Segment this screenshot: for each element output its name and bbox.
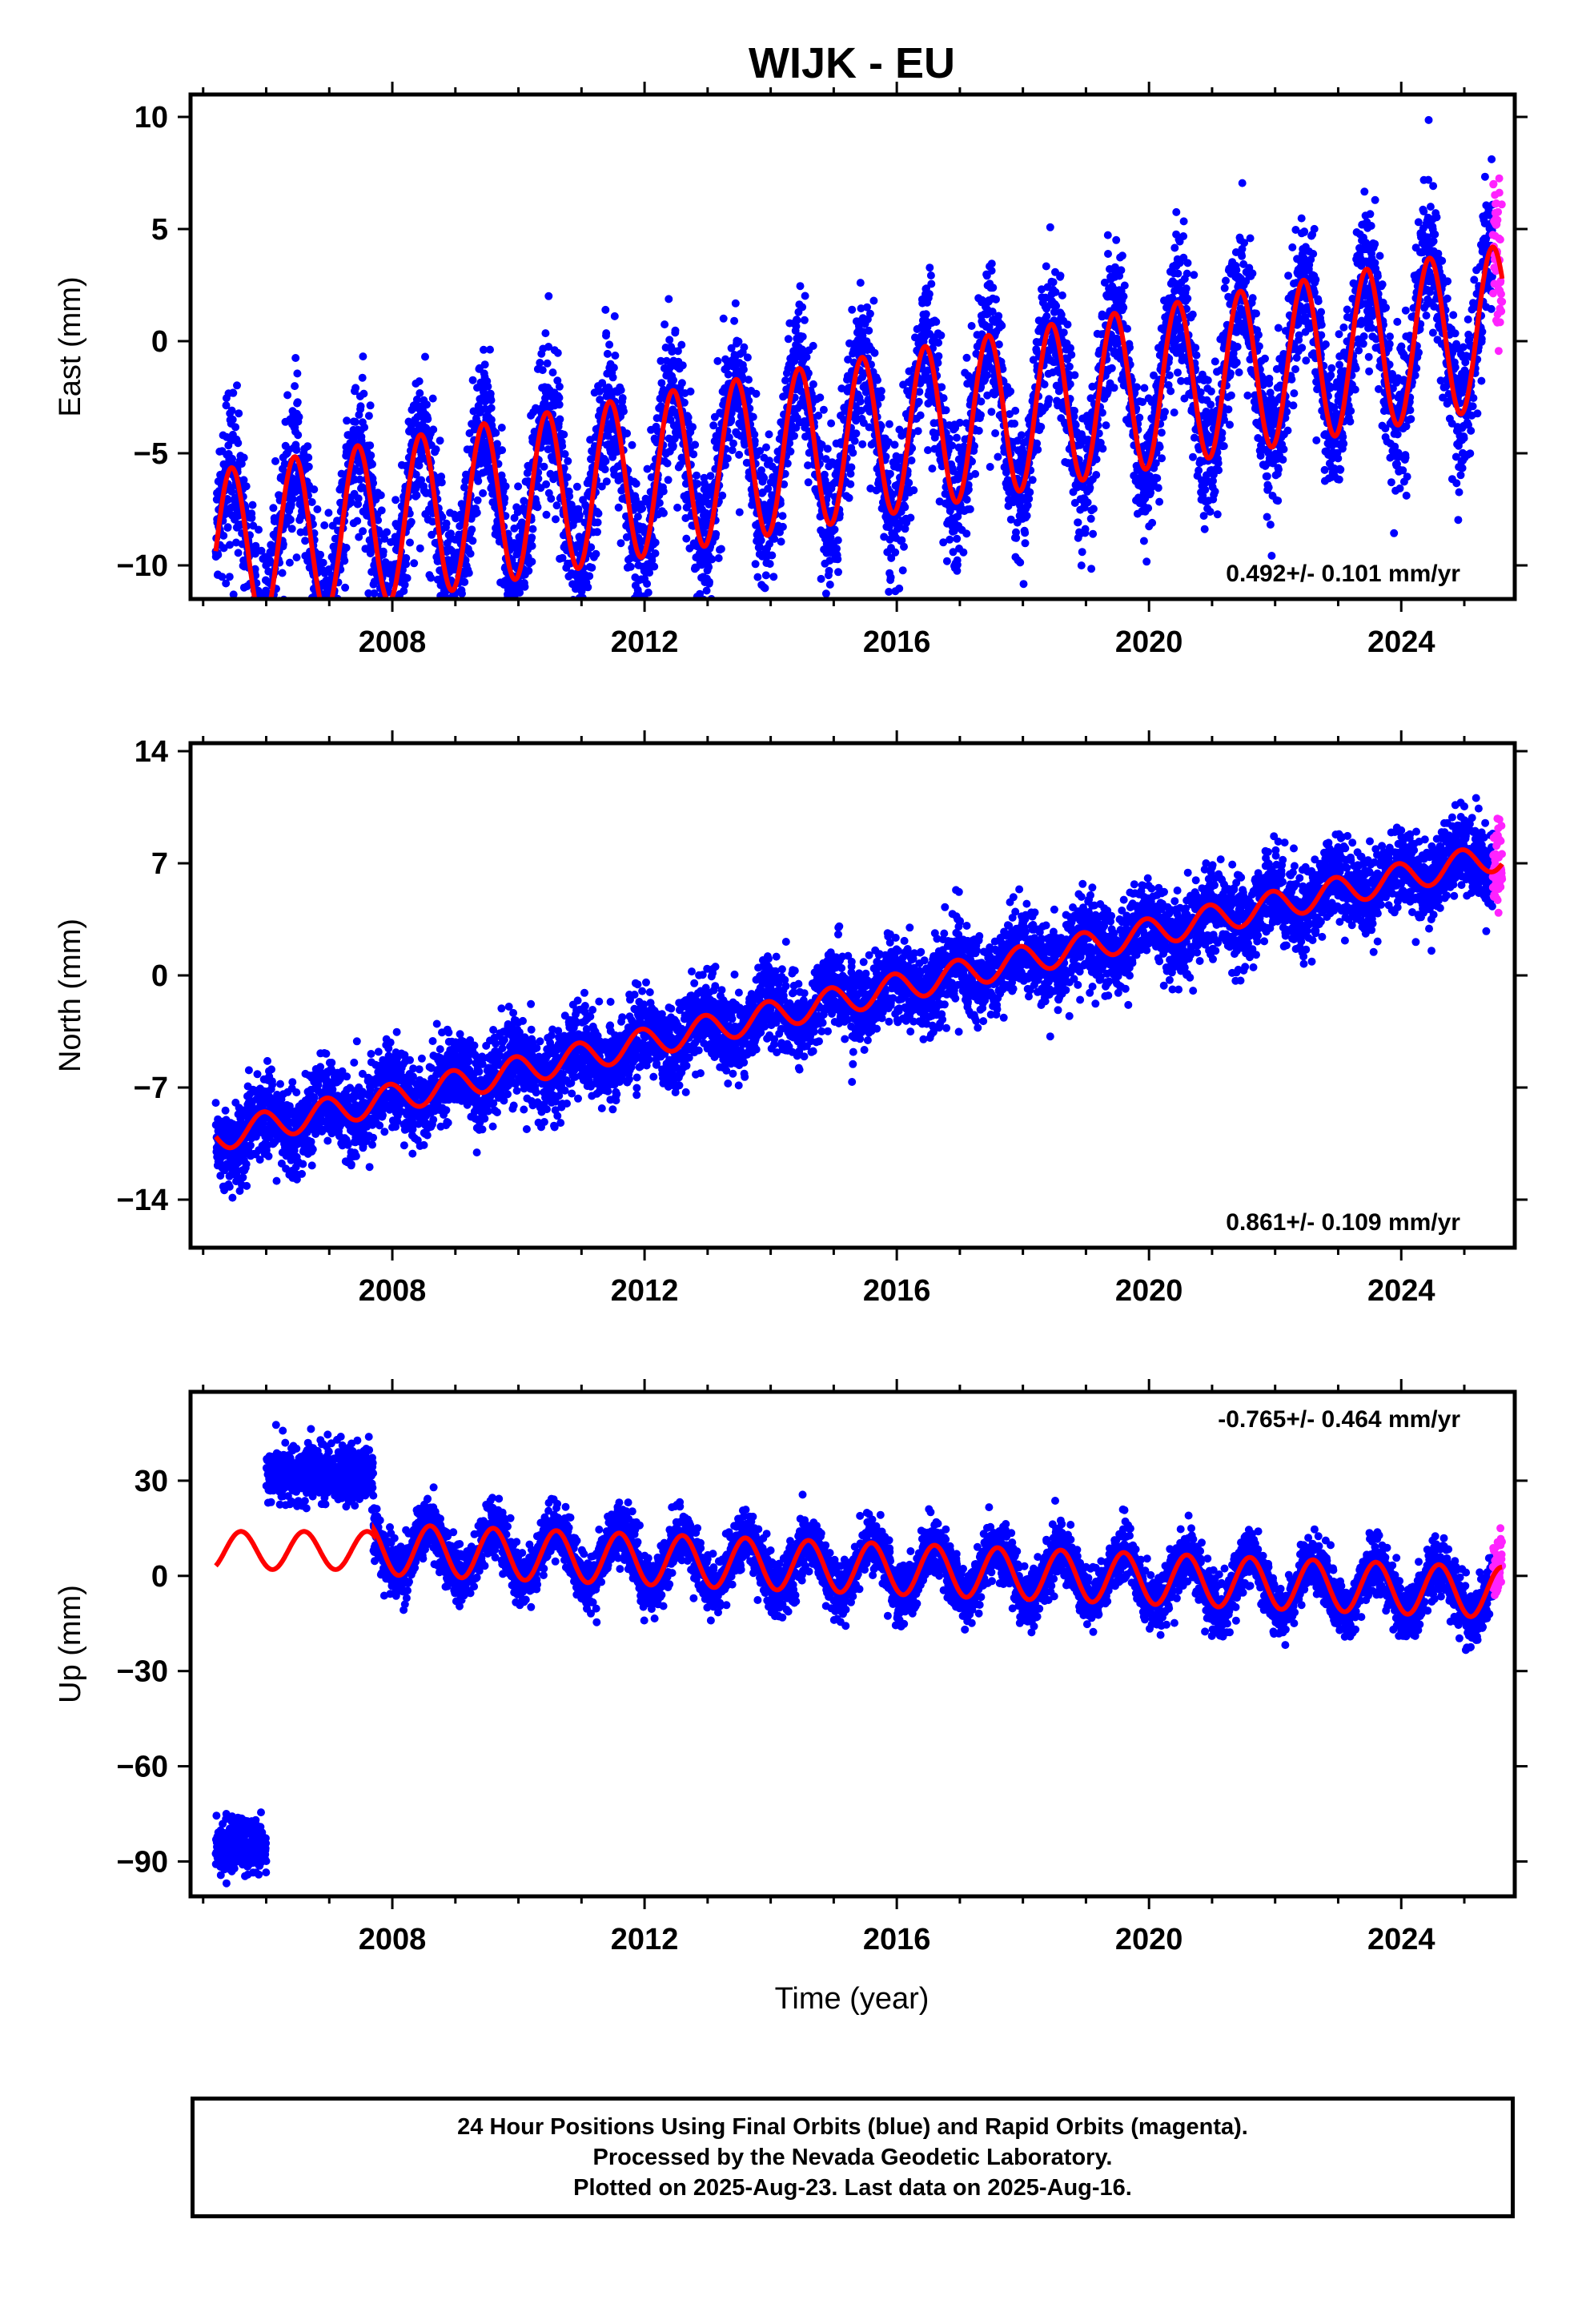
x-tick-label: 2024 [1367, 1923, 1435, 1956]
y-tick-label: 7 [151, 847, 168, 881]
x-tick-label: 2020 [1115, 625, 1183, 659]
chart-title: WIJK - EU [749, 39, 955, 87]
y-tick-label: 0 [151, 325, 168, 359]
x-tick-label: 2024 [1367, 625, 1435, 659]
y-tick-label: −7 [134, 1072, 168, 1105]
y-axis-label: North (mm) [54, 919, 87, 1072]
caption-line-3: Plotted on 2025-Aug-23. Last data on 202… [573, 2175, 1132, 2201]
final-orbit-points [211, 115, 1497, 599]
model-curve [214, 1522, 1503, 1619]
x-axis-label: Time (year) [775, 1982, 930, 2016]
final-orbit-points [211, 1421, 1497, 1888]
x-tick-label: 2008 [359, 625, 427, 659]
final-orbit-points [211, 794, 1497, 1202]
scatter-points [211, 115, 1507, 599]
scatter-points [211, 1421, 1507, 1888]
rapid-orbit-points [1488, 1524, 1507, 1599]
y-tick-label: 5 [151, 213, 168, 247]
caption-line-2: Processed by the Nevada Geodetic Laborat… [592, 2145, 1113, 2170]
plot-frame [188, 92, 1517, 601]
y-tick-label: −60 [117, 1751, 168, 1784]
x-tick-label: 2020 [1115, 1274, 1183, 1308]
rapid-orbit-points [1488, 174, 1507, 356]
y-tick-label: −10 [117, 549, 168, 583]
panel-north: 2008 2012 2016 2020 2024 14 7 0 −7 −14 North (mm) 0… [54, 730, 1528, 1308]
x-tick-label: 2008 [359, 1923, 427, 1956]
rate-annotation: -0.765+/- 0.464 mm/yr [1218, 1406, 1460, 1433]
rapid-orbit-points [1488, 814, 1507, 917]
y-tick-label: 10 [135, 101, 168, 135]
y-tick-label: 14 [135, 735, 168, 769]
model-curve [214, 847, 1504, 1151]
y-tick-label: 0 [151, 959, 168, 993]
caption-box: 24 Hour Positions Using Final Orbits (bl… [191, 2097, 1515, 2218]
model-curve [213, 244, 1505, 599]
y-tick-label: −5 [134, 437, 168, 471]
x-tick-label: 2016 [863, 1923, 931, 1956]
x-tick-label: 2012 [611, 1923, 679, 1956]
y-tick-label: −30 [117, 1655, 168, 1689]
rate-annotation: 0.492+/- 0.101 mm/yr [1226, 561, 1460, 587]
y-tick-label: −90 [117, 1845, 168, 1879]
x-tick-label: 2008 [359, 1274, 427, 1308]
x-tick-label: 2024 [1367, 1274, 1435, 1308]
y-axis-label: East (mm) [54, 276, 87, 416]
x-tick-label: 2012 [611, 625, 679, 659]
panel-up: 2008 2012 2016 2020 2024 30 0 −30 −60 −90 Up (mm) -… [54, 1379, 1528, 1956]
x-tick-label: 2020 [1115, 1923, 1183, 1956]
scatter-points [211, 794, 1507, 1202]
x-tick-label: 2016 [863, 625, 931, 659]
x-tick-label: 2012 [611, 1274, 679, 1308]
plot-frame [188, 741, 1517, 1250]
caption-line-1: 24 Hour Positions Using Final Orbits (bl… [457, 2114, 1248, 2140]
y-tick-label: 30 [135, 1465, 168, 1498]
y-axis-label: Up (mm) [54, 1585, 87, 1703]
rate-annotation: 0.861+/- 0.109 mm/yr [1226, 1209, 1460, 1236]
y-tick-label: 0 [151, 1560, 168, 1594]
panel-east: 2008 2012 2016 2020 2024 10 5 0 −5 −10 East (mm) 0.… [54, 82, 1528, 659]
y-tick-label: −14 [117, 1184, 168, 1217]
x-tick-label: 2016 [863, 1274, 931, 1308]
plot-frame [188, 1389, 1517, 1899]
